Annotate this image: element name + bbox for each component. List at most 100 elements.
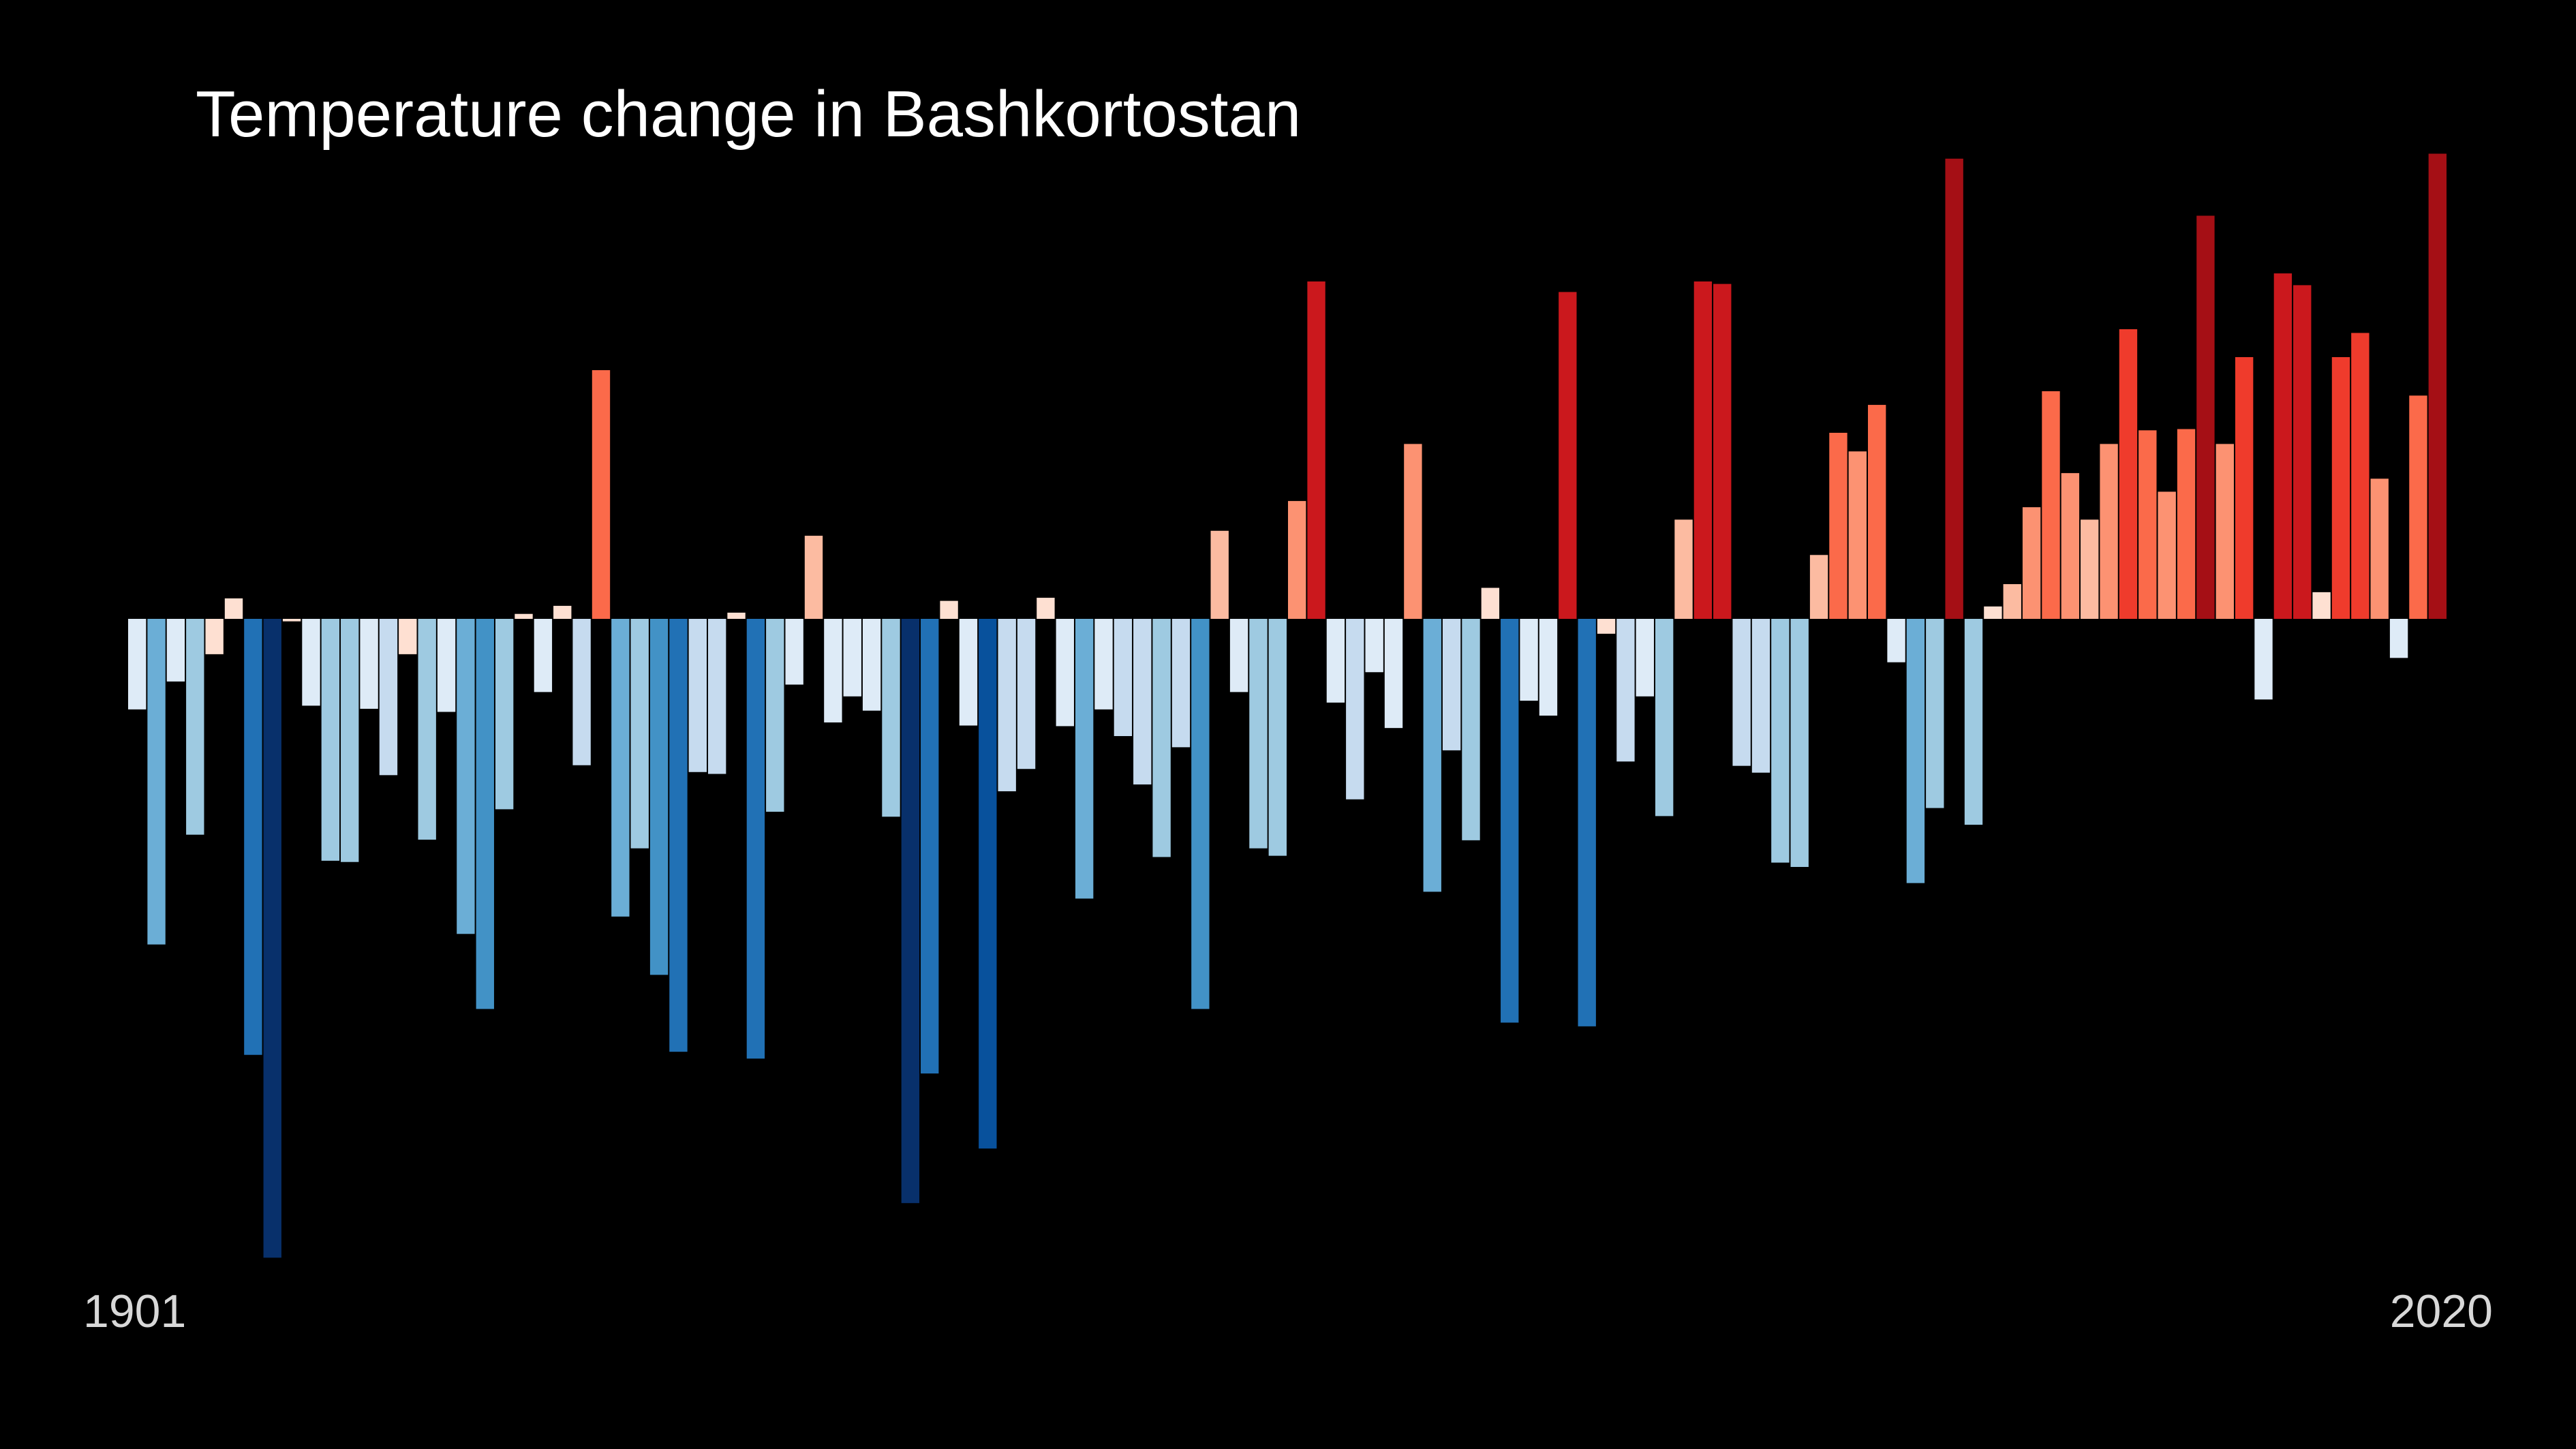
- bar-1903: [166, 619, 185, 682]
- bar-1928: [649, 619, 669, 975]
- bar-1914: [379, 619, 398, 776]
- bar-1915: [399, 619, 417, 654]
- bar-1998: [2003, 584, 2021, 619]
- bar-1921: [515, 613, 533, 619]
- bar-1975: [1559, 292, 1577, 619]
- bar-1982: [1693, 281, 1713, 619]
- bar-1962: [1307, 281, 1325, 619]
- bar-1936: [804, 536, 823, 619]
- bar-1925: [592, 370, 611, 619]
- bar-1901: [128, 619, 147, 710]
- bar-1955: [1171, 619, 1191, 748]
- bar-2009: [2215, 444, 2234, 619]
- chart-title: Temperature change in Bashkortostan: [196, 78, 1302, 151]
- bar-1933: [746, 619, 765, 1059]
- bar-1935: [785, 619, 803, 685]
- bar-1940: [882, 619, 900, 817]
- bar-2007: [2177, 429, 2196, 619]
- bar-1932: [727, 612, 746, 619]
- bar-1902: [147, 619, 166, 945]
- bar-1984: [1732, 619, 1751, 766]
- bar-1971: [1481, 588, 1500, 619]
- bar-1924: [572, 619, 591, 765]
- bar-2011: [2254, 619, 2273, 700]
- bar-1960: [1268, 619, 1287, 856]
- bar-1986: [1771, 619, 1790, 863]
- bar-1953: [1133, 619, 1152, 784]
- bar-1977: [1597, 619, 1616, 634]
- bar-2010: [2235, 356, 2254, 619]
- bar-1995: [1945, 158, 1963, 619]
- bar-1946: [998, 619, 1016, 791]
- bar-1941: [901, 619, 920, 1204]
- bar-1939: [862, 619, 881, 711]
- bar-1969: [1442, 619, 1461, 750]
- bar-1919: [476, 619, 494, 1009]
- bar-2019: [2409, 395, 2427, 619]
- bar-2017: [2370, 478, 2389, 619]
- bar-1965: [1365, 619, 1383, 673]
- bar-1991: [1868, 405, 1886, 619]
- bar-1959: [1249, 619, 1268, 849]
- bar-1922: [534, 619, 553, 692]
- bar-1904: [186, 619, 204, 835]
- bar-1944: [959, 619, 978, 726]
- bar-1947: [1017, 619, 1036, 769]
- bar-1910: [302, 619, 320, 706]
- bar-1988: [1809, 555, 1828, 619]
- bar-1992: [1887, 619, 1905, 662]
- bar-1905: [205, 619, 224, 654]
- end-year-label: 2020: [2389, 1285, 2493, 1337]
- bar-1981: [1674, 519, 1693, 619]
- bar-1950: [1075, 619, 1094, 899]
- bar-1930: [688, 619, 707, 772]
- bar-1937: [824, 619, 842, 722]
- bar-1996: [1964, 619, 1983, 825]
- bar-1913: [360, 619, 378, 709]
- bar-1943: [940, 600, 958, 619]
- bar-2018: [2389, 619, 2408, 658]
- bar-2005: [2138, 430, 2157, 619]
- bar-1911: [321, 619, 340, 861]
- bar-1917: [437, 619, 456, 712]
- bar-1979: [1636, 619, 1654, 697]
- bar-1929: [669, 619, 688, 1052]
- bar-1918: [457, 619, 475, 934]
- bar-2000: [2042, 391, 2060, 619]
- bar-2001: [2061, 473, 2080, 619]
- bar-1907: [244, 619, 262, 1055]
- bar-1997: [1984, 606, 2002, 619]
- bar-1999: [2022, 507, 2041, 619]
- bar-2015: [2331, 356, 2350, 619]
- bar-1945: [979, 619, 997, 1149]
- bar-1985: [1751, 619, 1770, 773]
- bar-1987: [1790, 619, 1809, 867]
- bar-1908: [263, 619, 281, 1258]
- bar-1912: [341, 619, 359, 862]
- bar-1964: [1346, 619, 1364, 799]
- bar-1961: [1288, 501, 1306, 619]
- bar-2008: [2196, 215, 2215, 619]
- bar-1963: [1326, 619, 1345, 703]
- bar-1976: [1578, 619, 1596, 1026]
- bar-1954: [1152, 619, 1171, 857]
- bar-2004: [2119, 329, 2138, 619]
- bar-1957: [1210, 530, 1229, 619]
- bar-1916: [418, 619, 436, 840]
- bar-2003: [2100, 444, 2118, 619]
- bar-1909: [282, 619, 301, 622]
- bar-1938: [843, 619, 861, 697]
- bar-1948: [1037, 598, 1055, 619]
- bar-1934: [766, 619, 784, 812]
- bar-2016: [2351, 333, 2370, 619]
- bar-1973: [1520, 619, 1538, 701]
- bar-2020: [2428, 153, 2447, 619]
- bar-1974: [1539, 619, 1558, 716]
- start-year-label: 1901: [83, 1285, 187, 1337]
- bar-1968: [1423, 619, 1441, 892]
- bar-1956: [1191, 619, 1210, 1009]
- bar-1989: [1829, 433, 1847, 619]
- bar-1980: [1655, 619, 1674, 817]
- bar-1967: [1404, 444, 1422, 619]
- bars-group: [128, 153, 2447, 1258]
